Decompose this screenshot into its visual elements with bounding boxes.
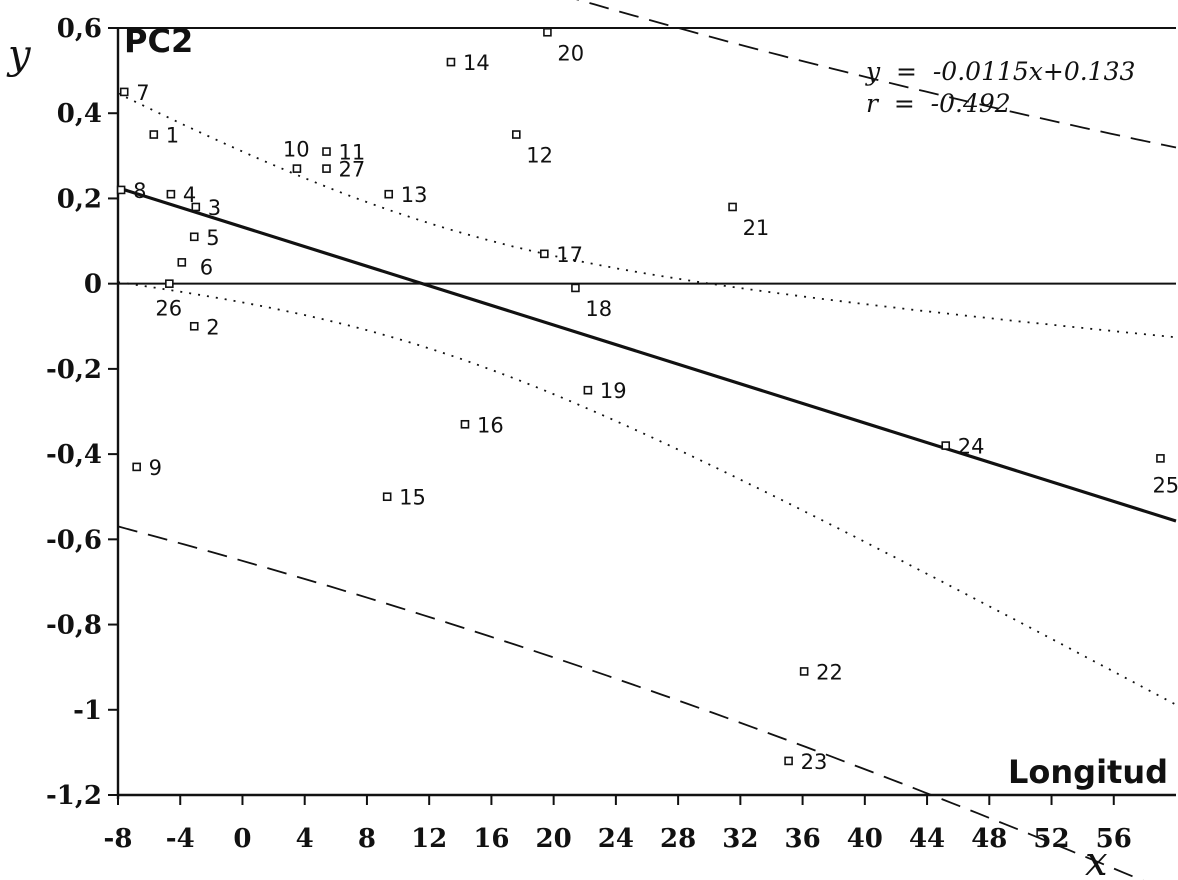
confidence-band-upper	[117, 92, 1177, 339]
x-tick-label: 16	[473, 824, 509, 854]
data-point	[177, 258, 187, 267]
data-point-label: 27	[338, 158, 365, 182]
data-point-label: 1	[166, 124, 179, 148]
correlation-coefficient: r = -0.492	[866, 89, 1011, 118]
y-tick-label: -0,6	[46, 525, 102, 555]
data-point-label: 8	[133, 179, 146, 203]
regression-line	[117, 186, 1177, 523]
data-point	[189, 321, 199, 331]
data-point-label: 9	[149, 456, 162, 480]
x-tick-label: 24	[598, 824, 634, 854]
x-tick-label: 48	[971, 824, 1007, 854]
y-tick-label: -0,8	[46, 611, 102, 641]
x-tick-label: 56	[1096, 824, 1132, 854]
y-tick-label: 0,2	[57, 184, 102, 214]
y-tick-label: -1,2	[46, 781, 102, 811]
data-point-label: 19	[600, 379, 627, 403]
x-tick-label: 8	[358, 824, 376, 854]
data-point-label: 5	[206, 226, 219, 250]
data-point	[165, 279, 174, 288]
regression-equation: y = -0.0115x+0.133	[865, 57, 1135, 86]
data-point	[384, 189, 394, 199]
x-tick-label: -4	[166, 824, 195, 854]
data-point	[512, 130, 521, 139]
data-point-label: 25	[1152, 473, 1178, 497]
data-point-label: 12	[526, 144, 553, 168]
y-tick-label: 0,6	[57, 14, 102, 44]
data-point	[322, 164, 331, 173]
data-point	[784, 756, 793, 766]
data-point-label: 18	[585, 297, 612, 321]
data-point-label: 4	[183, 183, 196, 207]
y-tick-label: 0,4	[57, 99, 102, 129]
y-tick-label: -0,4	[46, 440, 102, 470]
confidence-bands	[117, 0, 1177, 880]
data-point-label: 17	[556, 243, 583, 267]
data-point	[189, 232, 199, 242]
data-point-label: 6	[200, 255, 213, 279]
data-point	[941, 441, 951, 450]
data-point	[540, 249, 549, 259]
confidence-band-lower	[117, 281, 1177, 706]
data-point	[583, 385, 593, 395]
data-point	[119, 87, 129, 97]
data-point-label: 23	[801, 750, 828, 774]
x-axis-title: x	[1085, 839, 1108, 880]
x-tick-label: -8	[104, 824, 133, 854]
data-point-label: 16	[477, 413, 504, 437]
data-point	[292, 164, 302, 173]
x-tick-label: 4	[296, 824, 314, 854]
data-point	[543, 27, 552, 37]
axes: 0,60,40,20-0,2-0,4-0,6-0,8-1-1,2-8 -4 0 4 8 1…	[46, 14, 1176, 854]
y-axis-title: y	[6, 32, 32, 78]
data-point	[1156, 454, 1165, 463]
data-point-label: 3	[208, 196, 221, 220]
data-point	[728, 202, 737, 212]
data-point-label: 21	[743, 216, 770, 240]
data-point	[132, 462, 141, 472]
data-point	[571, 283, 580, 293]
data-point	[446, 57, 456, 67]
x-tick-label: 12	[411, 824, 447, 854]
data-point-label: 15	[399, 486, 426, 510]
data-point-label: 14	[463, 51, 490, 75]
data-point	[382, 492, 392, 502]
y-tick-label: 0	[84, 270, 102, 300]
data-point	[799, 667, 809, 676]
data-point	[166, 189, 176, 199]
data-point-label: 26	[155, 297, 182, 321]
x-tick-label: 0	[233, 824, 251, 854]
data-point-label: 24	[958, 435, 985, 459]
reference-lines	[117, 186, 1177, 523]
y-tick-label: -1	[73, 696, 102, 726]
data-point-label: 20	[557, 41, 584, 65]
data-point-label: 10	[283, 138, 310, 162]
x-tick-label: 20	[536, 824, 572, 854]
panel-label: PC2	[124, 22, 193, 60]
data-point-label: 13	[401, 183, 428, 207]
x-tick-label: 44	[909, 824, 945, 854]
y-tick-label: -0,2	[46, 355, 102, 385]
data-point	[149, 130, 159, 139]
data-point-label: 11	[338, 141, 365, 165]
data-point-label: 22	[816, 660, 843, 684]
prediction-band-lower	[117, 525, 1144, 880]
x-tick-label: 36	[784, 824, 820, 854]
data-point-label: 7	[136, 81, 149, 105]
x-tick-label: 28	[660, 824, 696, 854]
corner-label: Longitud	[1008, 753, 1168, 791]
x-tick-label: 40	[847, 824, 883, 854]
x-tick-label: 32	[722, 824, 758, 854]
data-point-label: 2	[206, 315, 219, 339]
data-point	[191, 202, 201, 212]
data-point	[116, 185, 126, 195]
x-tick-label: 52	[1033, 824, 1069, 854]
data-point	[322, 147, 331, 156]
data-point	[460, 419, 470, 429]
